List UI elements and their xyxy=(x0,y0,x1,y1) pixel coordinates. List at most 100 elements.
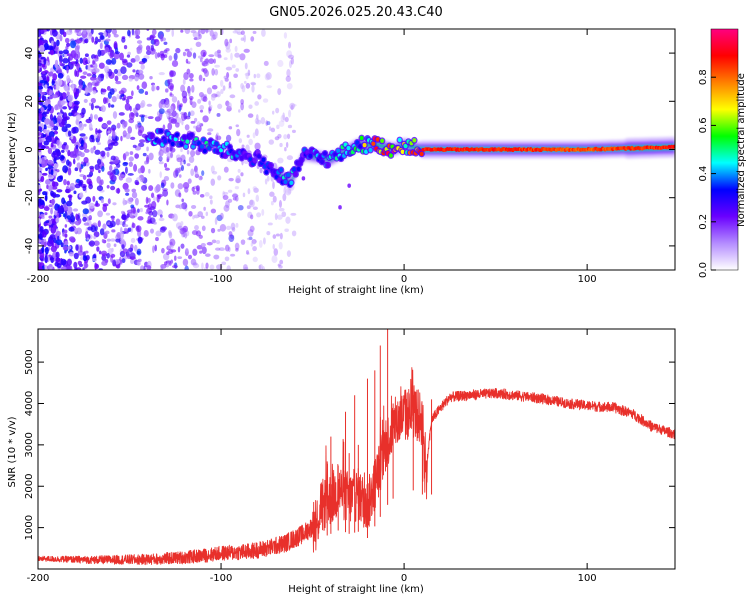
spectrogram-noise-blob xyxy=(277,88,282,96)
spectrogram-noise-blob xyxy=(67,130,72,137)
spectrogram-noise-blob xyxy=(138,73,145,80)
spectrogram-noise-blob xyxy=(180,84,186,93)
spectrogram-noise-blob xyxy=(55,217,60,223)
spectrogram-noise-blob xyxy=(210,208,217,214)
spectrogram-xtick-label: 0 xyxy=(401,274,407,285)
spectrogram-noise-blob xyxy=(273,248,279,256)
spectrogram-noise-blob xyxy=(127,29,131,37)
spectrogram-noise-blob xyxy=(121,74,129,81)
spectrogram-noise-blob xyxy=(39,44,45,53)
spectrogram-noise-blob xyxy=(121,258,126,264)
spectrogram-noise-blob xyxy=(217,228,221,232)
spectrogram-noise-blob xyxy=(214,32,218,39)
spectrogram-noise-blob xyxy=(146,265,152,270)
spectrogram-noise-blob xyxy=(289,102,296,110)
spectrogram-noise-blob xyxy=(59,55,63,64)
spectrogram-noise-blob xyxy=(90,76,97,81)
spectrogram-noise-blob xyxy=(150,192,155,199)
spectrogram-noise-blob xyxy=(96,175,101,184)
spectrogram-noise-blob xyxy=(58,50,64,55)
spectrogram-noise-blob xyxy=(235,195,239,202)
spectrogram-noise-blob xyxy=(228,81,232,89)
spectrogram-noise-blob xyxy=(65,144,69,150)
spectrogram-noise-blob xyxy=(48,215,53,219)
spectrogram-noise-blob xyxy=(197,98,202,104)
spectrogram-noise-blob xyxy=(169,70,176,77)
spectrogram-noise-blob xyxy=(264,73,270,81)
spectrogram-noise-blob xyxy=(64,37,70,44)
spectrogram-noise-blob xyxy=(119,220,123,225)
spectrogram-noise-blob xyxy=(56,235,60,241)
spectrogram-noise-blob xyxy=(70,215,76,223)
spectrogram-noise-blob xyxy=(265,120,269,126)
spectrogram-noise-blob xyxy=(127,197,133,204)
spectrogram-noise-blob xyxy=(204,69,209,78)
spectrogram-noise-blob xyxy=(164,163,168,168)
spectrogram-noise-blob xyxy=(75,118,79,125)
spectrogram-noise-blob xyxy=(164,88,169,93)
spectrogram-noise-blob xyxy=(74,167,79,172)
spectrogram-noise-blob xyxy=(49,113,54,121)
spectrogram-ridge-point xyxy=(403,143,408,149)
spectrogram-noise-blob xyxy=(56,115,63,124)
spectrogram-noise-blob xyxy=(186,50,192,58)
spectrogram-noise-blob xyxy=(152,210,158,218)
spectrogram-noise-blob xyxy=(88,122,93,131)
spectrogram-noise-blob xyxy=(82,71,88,75)
spectrogram-noise-blob xyxy=(214,64,220,68)
spectrogram-noise-blob xyxy=(63,179,67,186)
spectrogram-noise-blob xyxy=(176,100,180,109)
spectrogram-xtick-label: -200 xyxy=(27,274,50,285)
spectrogram-noise-blob xyxy=(79,244,83,253)
spectrogram-noise-blob xyxy=(168,262,172,266)
spectrogram-noise-blob xyxy=(249,199,254,206)
spectrogram-noise xyxy=(38,29,297,270)
spectrogram-noise-blob xyxy=(142,152,147,157)
spectrogram-noise-blob xyxy=(144,114,148,119)
spectrogram-noise-blob xyxy=(86,237,90,241)
spectrogram-noise-blob xyxy=(115,80,122,85)
spectrogram-ridge-point xyxy=(289,180,294,185)
snr-ytick-label: 2000 xyxy=(24,474,35,499)
spectrogram-noise-blob xyxy=(100,150,106,157)
spectrogram-noise-blob xyxy=(50,169,54,176)
spectrogram-noise-blob xyxy=(229,94,236,99)
spectrogram-noise-blob xyxy=(272,195,277,203)
spectrogram-noise-blob xyxy=(178,174,182,178)
spectrogram-noise-blob xyxy=(225,66,233,71)
spectrogram-noise-blob xyxy=(271,255,278,264)
spectrogram-noise-blob xyxy=(46,76,50,83)
spectrogram-ridge-point xyxy=(346,145,351,151)
spectrogram-noise-blob xyxy=(134,197,139,206)
spectrogram-noise-blob xyxy=(111,215,115,222)
spectrogram-noise-blob xyxy=(75,144,79,150)
spectrogram-noise-blob xyxy=(52,224,57,230)
spectrogram-noise-blob xyxy=(225,41,231,50)
spectrogram-noise-blob xyxy=(126,54,131,58)
spectrogram-noise-blob xyxy=(130,90,134,97)
spectrogram-noise-blob xyxy=(236,31,243,36)
spectrogram-noise-blob xyxy=(135,103,141,111)
spectrogram-noise-blob xyxy=(178,192,182,198)
spectrogram-noise-blob xyxy=(59,105,63,110)
spectrogram-noise-blob xyxy=(109,172,114,181)
spectrogram-noise-blob xyxy=(127,173,134,176)
spectrogram-noise-blob xyxy=(97,38,101,43)
spectrogram-noise-blob xyxy=(90,147,94,154)
spectrogram-noise-blob xyxy=(56,263,62,269)
spectrogram-noise-blob xyxy=(106,151,110,158)
spectrogram-noise-blob xyxy=(196,121,201,128)
spectrogram-noise-blob xyxy=(125,177,133,183)
spectrogram-noise-blob xyxy=(234,52,240,58)
spectrogram-noise-blob xyxy=(96,81,100,86)
spectrogram-noise-blob xyxy=(59,61,63,66)
spectrogram-noise-blob xyxy=(79,145,85,151)
spectrogram-noise-blob xyxy=(51,29,58,37)
spectrogram-noise-blob xyxy=(157,209,163,216)
spectrogram-noise-blob xyxy=(45,167,48,172)
spectrogram-noise-blob xyxy=(224,38,229,47)
spectrogram-noise-blob xyxy=(286,155,293,161)
spectrogram-noise-blob xyxy=(179,227,185,235)
spectrogram-noise-blob xyxy=(150,44,155,52)
